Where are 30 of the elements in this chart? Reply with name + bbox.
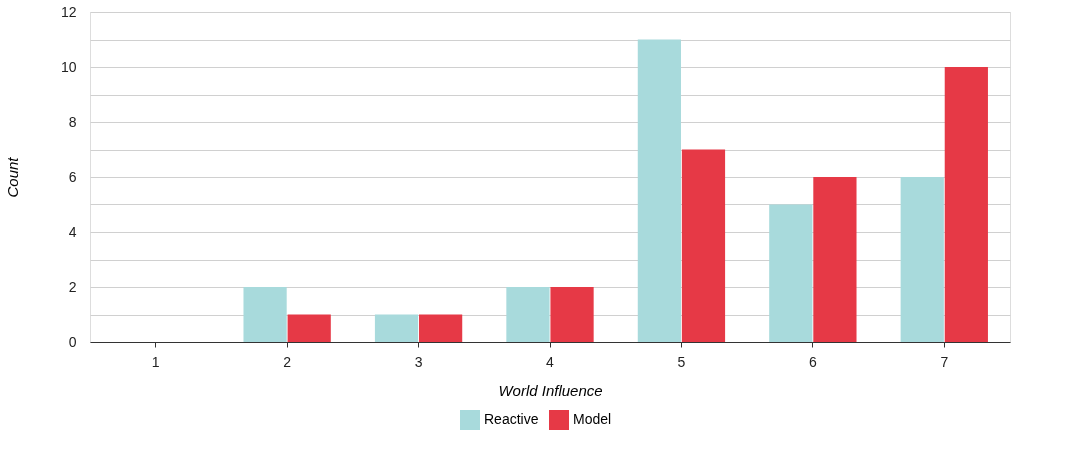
bar [374, 314, 419, 342]
x-tick-label: 7 [940, 353, 949, 370]
x-tick-label: 5 [677, 353, 686, 370]
y-tick-label: 10 [60, 58, 77, 75]
bar [681, 149, 726, 342]
y-tick-label: 0 [68, 333, 77, 350]
x-axis-title: World Influence [498, 381, 603, 399]
bar [243, 287, 287, 342]
x-tick-label: 6 [808, 353, 817, 370]
bar [944, 67, 988, 342]
bar [550, 287, 594, 342]
y-tick-label: 6 [68, 168, 77, 185]
y-tick-label: 8 [68, 113, 77, 130]
y-axis-title: Count [3, 156, 21, 198]
bar [419, 314, 463, 342]
y-tick-label: 2 [68, 278, 77, 295]
bar [506, 287, 550, 342]
x-tick-label: 4 [546, 353, 555, 370]
x-tick-label: 2 [283, 353, 292, 370]
bar [637, 39, 681, 342]
x-tick-label: 1 [151, 353, 160, 370]
y-tick-label: 4 [68, 223, 77, 240]
bar [813, 177, 857, 342]
bar [287, 314, 331, 342]
x-tick-label: 3 [414, 353, 423, 370]
legend-label: Model [573, 411, 612, 427]
y-tick-label: 12 [60, 3, 77, 20]
bar [900, 177, 944, 342]
bar [769, 204, 813, 342]
legend-label: Reactive [484, 411, 539, 427]
